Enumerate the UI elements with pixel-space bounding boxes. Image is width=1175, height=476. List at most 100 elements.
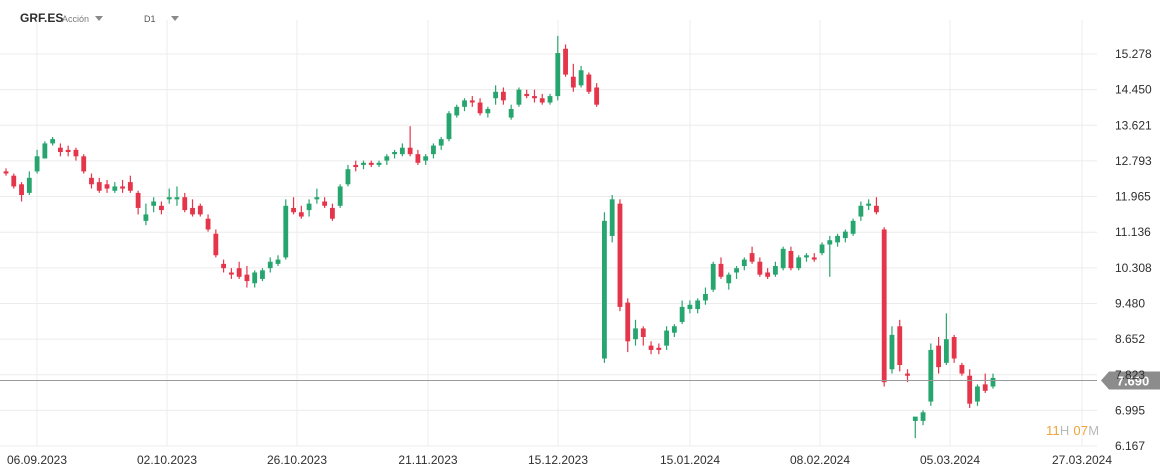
candle [213, 229, 219, 258]
candle-body [842, 231, 848, 239]
candle [508, 104, 514, 120]
candle [407, 126, 413, 157]
x-tick-label: 02.10.2023 [137, 453, 197, 467]
candle [469, 96, 475, 107]
candle-body [710, 263, 716, 290]
candle [788, 246, 794, 271]
candle [850, 218, 856, 236]
candle [594, 83, 600, 107]
candle-body [236, 268, 242, 277]
candle [772, 261, 778, 277]
candle [42, 141, 48, 159]
y-tick-label: 13.621 [1115, 118, 1152, 132]
candle [959, 362, 965, 376]
candle-body [151, 201, 157, 206]
candle [500, 87, 506, 105]
candle-body [516, 89, 522, 105]
candle-body [749, 253, 755, 262]
candle-body [687, 304, 693, 310]
candle [881, 227, 887, 387]
candle [858, 201, 864, 221]
candle-body [734, 268, 739, 273]
y-tick-label: 12.793 [1115, 154, 1152, 168]
candle-body [267, 261, 273, 269]
candle-body [81, 156, 87, 172]
candle-body [811, 257, 817, 260]
candle-body [11, 175, 17, 187]
candle [151, 197, 157, 213]
candle-body [858, 205, 864, 217]
candle-body [920, 412, 926, 421]
candle-body [298, 212, 304, 217]
candle-body [656, 347, 662, 350]
x-tick-label: 05.03.2024 [920, 453, 980, 467]
candle-body [780, 248, 786, 269]
candle-body [104, 184, 110, 189]
candle-body [897, 326, 903, 365]
candle-body [213, 233, 219, 256]
candle [912, 416, 918, 439]
candle-body [330, 207, 335, 219]
candle [96, 177, 102, 193]
candle-body [936, 345, 942, 368]
candle [951, 334, 957, 363]
candle-body [407, 147, 413, 155]
candle [547, 93, 553, 105]
candle-body [594, 87, 600, 105]
candle-body [874, 205, 879, 213]
candle [780, 246, 786, 271]
candle [57, 143, 63, 157]
candle [81, 154, 87, 174]
y-tick-label: 15.278 [1115, 47, 1152, 61]
grid-lines [0, 20, 1097, 447]
candle-body [835, 235, 840, 243]
candle-body [819, 244, 825, 254]
candle [648, 341, 654, 355]
candle-body [570, 76, 576, 88]
candle [687, 300, 693, 314]
candle [462, 98, 467, 112]
candle-body [741, 259, 747, 267]
candle-body [485, 108, 491, 114]
candle-body [462, 100, 467, 107]
timeframe-dropdown-chevron-icon[interactable] [171, 16, 179, 21]
candle [811, 253, 817, 262]
candle [314, 188, 320, 204]
y-tick-label: 11.965 [1115, 190, 1151, 204]
candle-body [602, 220, 607, 359]
candle-body [982, 384, 988, 391]
candle-body [905, 373, 910, 376]
candle-body [633, 328, 638, 340]
candle [928, 343, 934, 406]
candle [236, 261, 242, 279]
y-tick-label: 8.652 [1115, 332, 1145, 346]
asset-type-label: Acción [62, 14, 90, 24]
candle [633, 319, 638, 346]
candle [842, 229, 848, 243]
candle [399, 143, 405, 157]
candle-body [96, 182, 102, 191]
candle [493, 85, 499, 105]
candle [337, 184, 343, 208]
candle-body [174, 197, 180, 200]
candle [50, 136, 56, 146]
candle [322, 197, 328, 208]
candle-body [493, 91, 499, 99]
candle [609, 195, 615, 243]
candle-body [454, 106, 460, 116]
candle [182, 192, 188, 213]
candle [835, 233, 840, 247]
candle-body [143, 214, 149, 221]
candle [897, 319, 903, 372]
candle [330, 203, 335, 221]
candle [384, 154, 390, 165]
candle-body [718, 263, 724, 277]
candle-body [221, 263, 227, 269]
candle [866, 199, 872, 211]
symbol-dropdown-chevron-icon[interactable] [95, 16, 103, 21]
candle-body [951, 337, 957, 359]
candle [65, 145, 71, 157]
candle-body [804, 255, 809, 258]
candle [174, 186, 180, 206]
